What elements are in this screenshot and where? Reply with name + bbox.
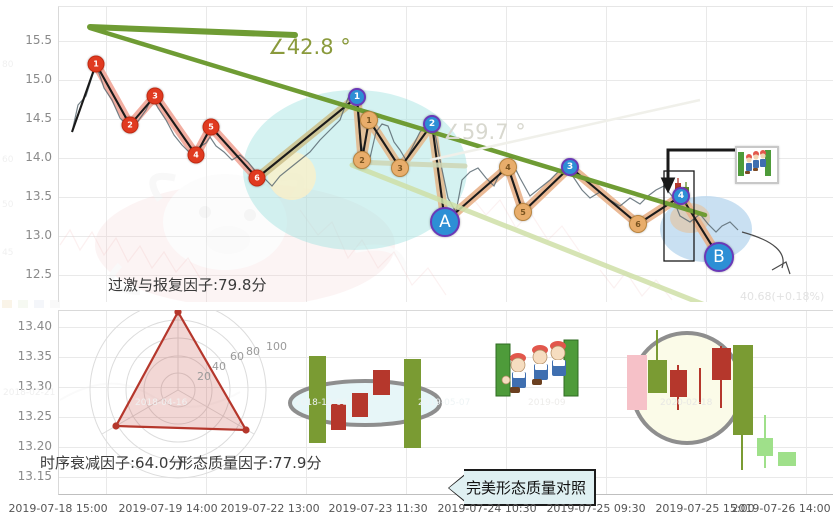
x-tick-label: 2019-07-25 09:30 (546, 502, 646, 515)
wave-marker-orange-5[interactable]: 5 (514, 203, 532, 221)
angle-label-secondary: ∠59.7 ° (443, 120, 526, 144)
x-tick-label: 2019-07-25 15:00 (655, 502, 755, 515)
radar-tick-60: 60 (230, 350, 244, 363)
y-tick-label: 13.35 (17, 349, 52, 363)
wave-marker-orange-2[interactable]: 2 (353, 151, 371, 169)
wave-marker-4[interactable]: 4 (187, 146, 205, 164)
climbing-art (495, 339, 579, 397)
wave-marker-3[interactable]: 3 (146, 87, 164, 105)
y-tick-label: 13.25 (17, 409, 52, 423)
wave-marker-blue-4[interactable]: 4 (672, 187, 690, 205)
wave-marker-orange-6[interactable]: 6 (629, 215, 647, 233)
radar-tick-100: 100 (266, 340, 287, 353)
wave-marker-blue-2[interactable]: 2 (423, 115, 441, 133)
climbing-figures-thumbnail[interactable] (735, 146, 779, 184)
radar-tick-40: 40 (212, 360, 226, 373)
radar-tick-80: 80 (246, 345, 260, 358)
factor-label-time-decay: 时序衰减因子:64.0分 (40, 454, 184, 472)
wave-marker-5[interactable]: 5 (202, 118, 220, 136)
y-tick-label: 13.15 (17, 469, 52, 483)
wave-marker-blue-3[interactable]: 3 (561, 158, 579, 176)
wave-marker-blue-A[interactable]: A (430, 207, 460, 237)
y-tick-label: 13.5 (25, 189, 52, 203)
y-tick-label: 15.5 (25, 33, 52, 47)
wave-marker-blue-B[interactable]: B (704, 242, 734, 272)
climbing-figures-illustration (494, 338, 584, 402)
callout-arrow-fill-icon (449, 475, 464, 500)
thumbnail-art (738, 150, 771, 176)
y-tick-label: 14.0 (25, 150, 52, 164)
y-tick-label: 14.5 (25, 111, 52, 125)
x-tick-label: 2019-07-23 11:30 (328, 502, 428, 515)
y-tick-label: 13.20 (17, 439, 52, 453)
x-tick-label: 2019-07-18 15:00 (8, 502, 108, 515)
wave-marker-blue-1[interactable]: 1 (348, 88, 366, 106)
y-tick-label: 13.40 (17, 319, 52, 333)
x-tick-label: 2019-07-22 13:00 (220, 502, 320, 515)
wave-marker-2[interactable]: 2 (121, 116, 139, 134)
x-tick-label: 2019-07-19 14:00 (118, 502, 218, 515)
ghost-toolbar (2, 300, 60, 308)
wave-marker-orange-4[interactable]: 4 (499, 158, 517, 176)
angle-label-primary: ∠42.8 ° (268, 35, 351, 59)
wave-marker-orange-1[interactable]: 1 (360, 111, 378, 129)
wave-marker-6[interactable]: 6 (248, 169, 266, 187)
radar-tick-20: 20 (197, 370, 211, 383)
watermark-scale-80: 80 (2, 60, 14, 70)
y-tick-label: 13.30 (17, 379, 52, 393)
x-tick-label: 2019-07-26 14:00 (731, 502, 831, 515)
factor-label-aggression: 过激与报复因子:79.8分 (108, 276, 267, 294)
callout-text: 完美形态质量对照 (464, 469, 597, 506)
y-tick-label: 13.0 (25, 228, 52, 242)
wave-marker-orange-3[interactable]: 3 (391, 159, 409, 177)
x-tick-label: 2019-07-24 10:30 (437, 502, 537, 515)
wave-marker-1[interactable]: 1 (87, 55, 105, 73)
y-tick-label: 12.5 (25, 267, 52, 281)
factor-label-pattern-quality: 形态质量因子:77.9分 (178, 454, 322, 472)
watermark-scale-45: 45 (2, 248, 14, 258)
pattern-compare-callout[interactable]: 完美形态质量对照 (448, 469, 597, 506)
y-tick-label: 15.0 (25, 72, 52, 86)
